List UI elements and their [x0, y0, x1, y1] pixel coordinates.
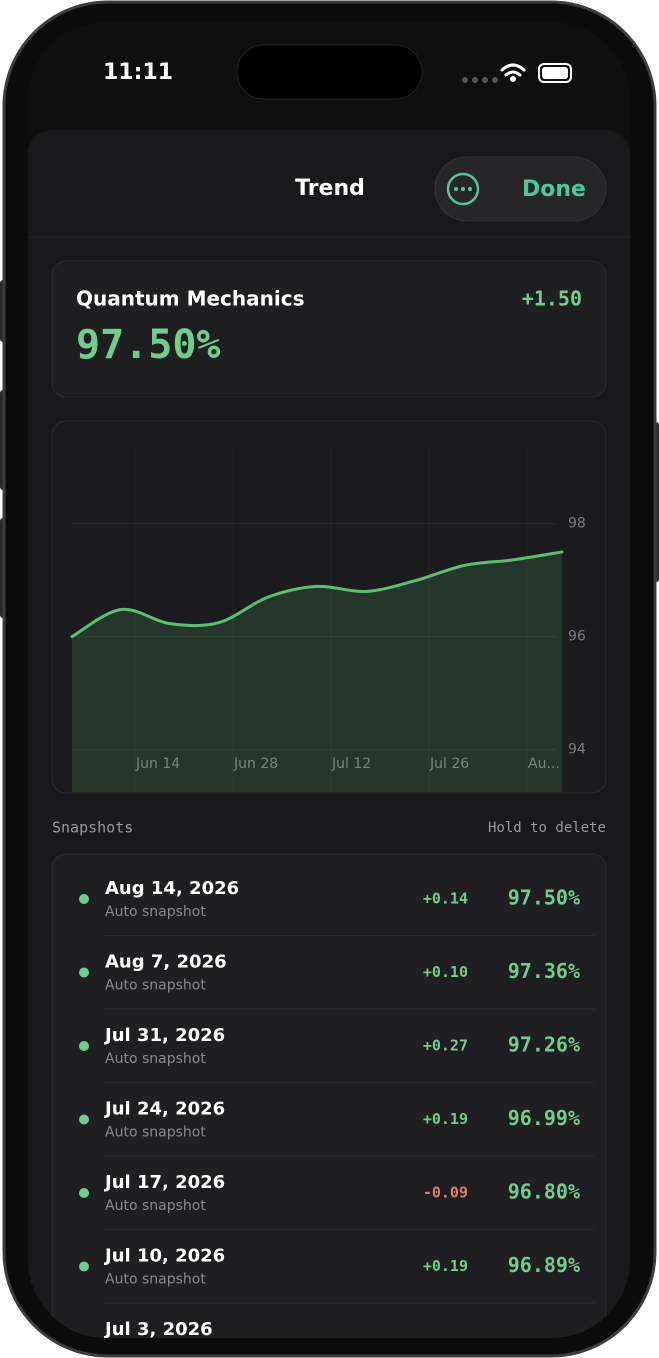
- summary-card: [51, 260, 607, 398]
- y-tick-label: 94: [568, 742, 586, 758]
- snapshot-change: +0.27: [423, 1037, 468, 1055]
- snapshot-value: 97.26%: [508, 1033, 580, 1057]
- status-dot: [79, 1041, 89, 1051]
- snapshot-value: 96.80%: [508, 1180, 580, 1204]
- more-button[interactable]: [446, 172, 480, 206]
- chart-card: [51, 420, 607, 794]
- snapshot-change: +0.14: [423, 890, 468, 908]
- x-tick-label: Jul 26: [429, 756, 469, 772]
- summary-change: +1.50: [522, 287, 582, 311]
- status-dot: [79, 1261, 89, 1272]
- x-tick-label: Jul 12: [331, 756, 371, 772]
- snapshot-change: +0.19: [423, 1110, 468, 1128]
- battery-level: [542, 67, 568, 79]
- header-title: Trend: [295, 176, 365, 201]
- snapshot-date: Jul 31, 2026: [103, 1025, 225, 1046]
- area: [72, 551, 562, 792]
- x-tick-label: Jun 14: [135, 756, 180, 772]
- dynamic-island: [236, 44, 423, 100]
- line: [70, 550, 564, 639]
- done-button[interactable]: Done: [522, 177, 586, 202]
- snapshot-note: Auto snapshot: [105, 1051, 206, 1067]
- y-tick-label: 98: [568, 516, 586, 532]
- snapshot-note: Auto snapshot: [105, 1272, 206, 1288]
- snapshot-date: Jul 17, 2026: [103, 1172, 225, 1193]
- x-tick-label: Au...: [528, 756, 560, 772]
- status-dot: [79, 1114, 89, 1125]
- plot: Jun 14 Jun 28 Jul 12 Jul 26 Au... 94 96 98: [70, 446, 586, 792]
- wifi-icon: [500, 63, 526, 82]
- snapshot-date: Jul 3, 2026: [103, 1319, 213, 1340]
- snapshot-rows: Aug 14, 2026 Auto snapshot +0.14 97.50% Aug …: [79, 878, 594, 1340]
- signal-icon: [462, 77, 498, 83]
- section-title: Snapshots: [52, 819, 133, 837]
- snapshot-change: -0.09: [423, 1184, 468, 1202]
- y-tick-label: 96: [568, 629, 586, 645]
- snapshot-value: 96.99%: [508, 1106, 580, 1130]
- summary-value: 97.50%: [76, 322, 221, 368]
- section-hint: Hold to delete: [488, 820, 606, 836]
- snapshot-date: Jul 10, 2026: [103, 1246, 225, 1267]
- snapshot-change: +0.10: [423, 963, 468, 981]
- battery-icon: [538, 63, 572, 83]
- snapshot-change: +0.19: [423, 1257, 468, 1275]
- snapshot-date: Jul 24, 2026: [103, 1099, 225, 1120]
- snapshot-value: 96.89%: [508, 1253, 580, 1277]
- snapshot-value: 97.36%: [508, 959, 580, 983]
- snapshot-note: Auto snapshot: [105, 904, 206, 920]
- x-tick-label: Jun 28: [233, 756, 278, 772]
- status-dot: [79, 894, 89, 904]
- snapshot-note: Auto snapshot: [105, 1198, 206, 1214]
- snapshot-date: Aug 7, 2026: [105, 952, 227, 973]
- status-time: 11:11: [103, 60, 173, 85]
- status-dot: [79, 967, 89, 978]
- screen: 11:11 Trend Done Quantum Mechanics +1.50…: [28, 22, 630, 1340]
- header-pill: [434, 156, 607, 222]
- snapshot-note: Auto snapshot: [105, 978, 206, 994]
- snapshot-date: Aug 14, 2026: [105, 878, 239, 899]
- snapshot-note: Auto snapshot: [105, 1125, 206, 1141]
- snapshot-value: 97.50%: [508, 886, 580, 910]
- course-name: Quantum Mechanics: [76, 287, 305, 311]
- status-dot: [79, 1188, 89, 1198]
- snapshot-list: [51, 853, 607, 1338]
